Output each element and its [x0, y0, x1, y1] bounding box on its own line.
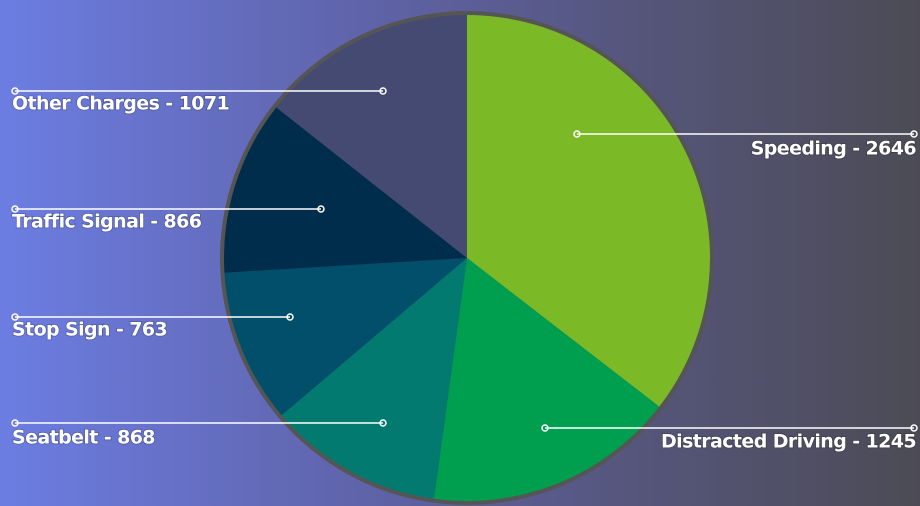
data-label: Traffic Signal - 866	[12, 211, 202, 233]
leader-dot	[11, 87, 19, 95]
pie-slice	[224, 107, 467, 273]
pie-slice	[434, 258, 660, 501]
data-label: Stop Sign - 763	[12, 319, 167, 341]
pie-slice	[467, 15, 710, 407]
data-label: Distracted Driving - 1245	[661, 431, 916, 453]
leader-dot	[11, 313, 19, 321]
leader-dot	[379, 87, 387, 95]
leader-dot	[11, 205, 19, 213]
data-label: Seatbelt - 868	[12, 427, 155, 449]
pie-slice	[276, 15, 467, 258]
data-label: Other Charges - 1071	[12, 93, 229, 115]
leader-dot	[317, 205, 325, 213]
leader-dot	[910, 130, 918, 138]
leader-dot	[379, 419, 387, 427]
leader-dot	[910, 424, 918, 432]
pie-slice	[224, 258, 467, 416]
leader-dot	[286, 313, 294, 321]
leader-dot	[541, 424, 549, 432]
pie-slice	[281, 258, 467, 499]
data-label: Speeding - 2646	[751, 138, 917, 160]
leader-dot	[573, 130, 581, 138]
leader-dot	[11, 419, 19, 427]
